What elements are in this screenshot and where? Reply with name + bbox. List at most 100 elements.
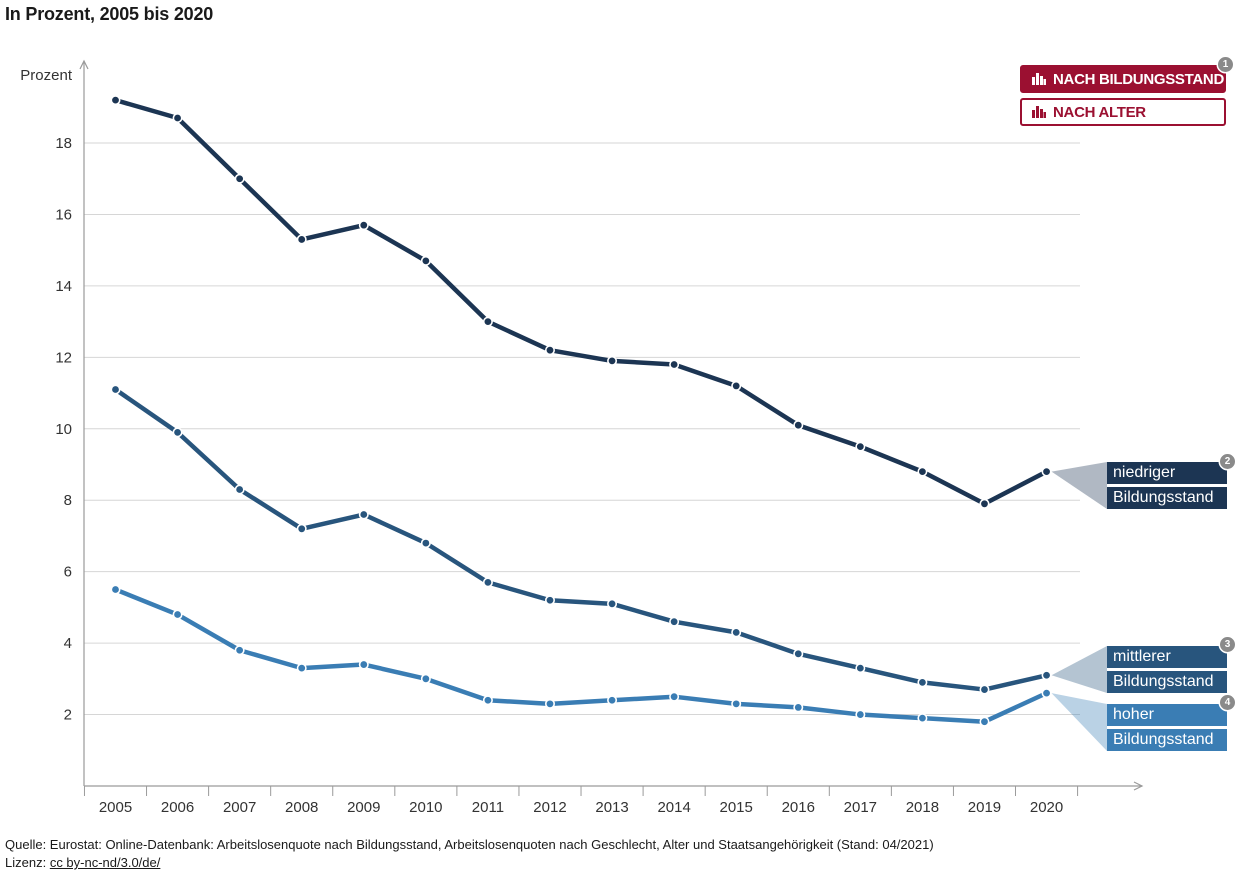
x-tick-label: 2012 xyxy=(533,799,566,816)
data-point xyxy=(172,112,183,123)
data-point xyxy=(420,673,431,684)
info-badge-1[interactable]: 1 xyxy=(1218,57,1233,72)
series-line xyxy=(113,97,1049,507)
footer: Quelle: Eurostat: Online-Datenbank: Arbe… xyxy=(5,836,934,872)
series-label-line: mittlerer xyxy=(1107,646,1227,668)
data-point xyxy=(110,584,121,595)
data-point xyxy=(917,677,928,688)
x-axis-arrow xyxy=(1133,781,1144,791)
series-label-hoher[interactable]: hoher Bildungsstand xyxy=(1107,704,1227,754)
y-tick-label: 2 xyxy=(64,707,72,724)
series-line xyxy=(113,587,1049,724)
x-tick-label: 2020 xyxy=(1030,799,1063,816)
data-point xyxy=(234,484,245,495)
data-point xyxy=(420,255,431,266)
source-text: Quelle: Eurostat: Online-Datenbank: Arbe… xyxy=(5,837,934,852)
info-badge-3[interactable]: 3 xyxy=(1220,637,1235,652)
chart-subtitle: In Prozent, 2005 bis 2020 xyxy=(5,4,214,24)
bar-chart-icon xyxy=(1032,106,1046,118)
data-point xyxy=(420,538,431,549)
data-point xyxy=(110,384,121,395)
data-point xyxy=(358,659,369,670)
x-tick-label: 2006 xyxy=(161,799,194,816)
data-point xyxy=(607,695,618,706)
data-point xyxy=(607,598,618,609)
x-tick-label: 2007 xyxy=(223,799,256,816)
data-point xyxy=(482,695,493,706)
data-point xyxy=(358,220,369,231)
data-point xyxy=(669,359,680,370)
bar-chart-icon xyxy=(1032,73,1046,85)
data-point xyxy=(793,648,804,659)
series-label-line: Bildungsstand xyxy=(1107,671,1227,693)
data-point xyxy=(855,441,866,452)
y-tick-label: 14 xyxy=(55,278,72,295)
data-point xyxy=(296,523,307,534)
data-point xyxy=(234,645,245,656)
y-tick-label: 12 xyxy=(55,349,72,366)
series-label-line: Bildungsstand xyxy=(1107,487,1227,509)
series-line xyxy=(113,387,1049,692)
data-point xyxy=(110,95,121,106)
series-connector xyxy=(1051,462,1107,509)
data-point xyxy=(1041,670,1052,681)
data-point xyxy=(855,709,866,720)
data-point xyxy=(544,698,555,709)
data-point xyxy=(234,173,245,184)
series-label-niedriger[interactable]: niedriger Bildungsstand xyxy=(1107,462,1227,512)
data-point xyxy=(793,420,804,431)
data-point xyxy=(917,713,928,724)
data-point xyxy=(917,466,928,477)
series-connector xyxy=(1051,646,1107,693)
series-label-line: niedriger xyxy=(1107,462,1227,484)
data-point xyxy=(544,345,555,356)
data-point xyxy=(1041,688,1052,699)
x-tick-label: 2013 xyxy=(595,799,628,816)
y-tick-label: 18 xyxy=(55,135,72,152)
x-tick-label: 2009 xyxy=(347,799,380,816)
license-line: Lizenz: cc by-nc-nd/3.0/de/ xyxy=(5,854,934,872)
data-point xyxy=(482,316,493,327)
y-axis-arrow xyxy=(79,59,89,70)
series-label-line: hoher xyxy=(1107,704,1227,726)
x-tick-label: 2016 xyxy=(782,799,815,816)
data-point xyxy=(358,509,369,520)
y-tick-label: 16 xyxy=(55,206,72,223)
data-point xyxy=(979,684,990,695)
y-tick-label: 4 xyxy=(64,635,72,652)
data-point xyxy=(296,663,307,674)
y-tick-label: 8 xyxy=(64,492,72,509)
x-tick-label: 2010 xyxy=(409,799,442,816)
data-point xyxy=(731,698,742,709)
toggle-label: NACH ALTER xyxy=(1053,103,1146,121)
toggle-nach-alter[interactable]: NACH ALTER xyxy=(1020,98,1226,126)
data-point xyxy=(607,355,618,366)
y-axis-label: Prozent xyxy=(20,67,73,84)
toggle-nach-bildungsstand[interactable]: NACH BILDUNGSSTAND xyxy=(1020,65,1226,93)
x-tick-label: 2005 xyxy=(99,799,132,816)
info-badge-4[interactable]: 4 xyxy=(1220,695,1235,710)
x-tick-label: 2019 xyxy=(968,799,1001,816)
data-point xyxy=(172,609,183,620)
series-label-mittlerer[interactable]: mittlerer Bildungsstand xyxy=(1107,646,1227,696)
y-tick-label: 10 xyxy=(55,421,72,438)
data-point xyxy=(731,627,742,638)
data-point xyxy=(669,691,680,702)
x-tick-label: 2014 xyxy=(657,799,690,816)
toggle-label: NACH BILDUNGSSTAND xyxy=(1053,70,1224,88)
data-point xyxy=(544,595,555,606)
x-tick-label: 2015 xyxy=(720,799,753,816)
x-tick-label: 2018 xyxy=(906,799,939,816)
data-point xyxy=(979,716,990,727)
series-connector xyxy=(1051,693,1107,751)
data-point xyxy=(172,427,183,438)
x-tick-label: 2008 xyxy=(285,799,318,816)
data-point xyxy=(1041,466,1052,477)
data-point xyxy=(855,663,866,674)
data-point xyxy=(731,380,742,391)
series-label-line: Bildungsstand xyxy=(1107,729,1227,751)
info-badge-2[interactable]: 2 xyxy=(1220,454,1235,469)
y-tick-label: 6 xyxy=(64,564,72,581)
license-link[interactable]: cc by-nc-nd/3.0/de/ xyxy=(49,855,161,870)
data-point xyxy=(669,616,680,627)
